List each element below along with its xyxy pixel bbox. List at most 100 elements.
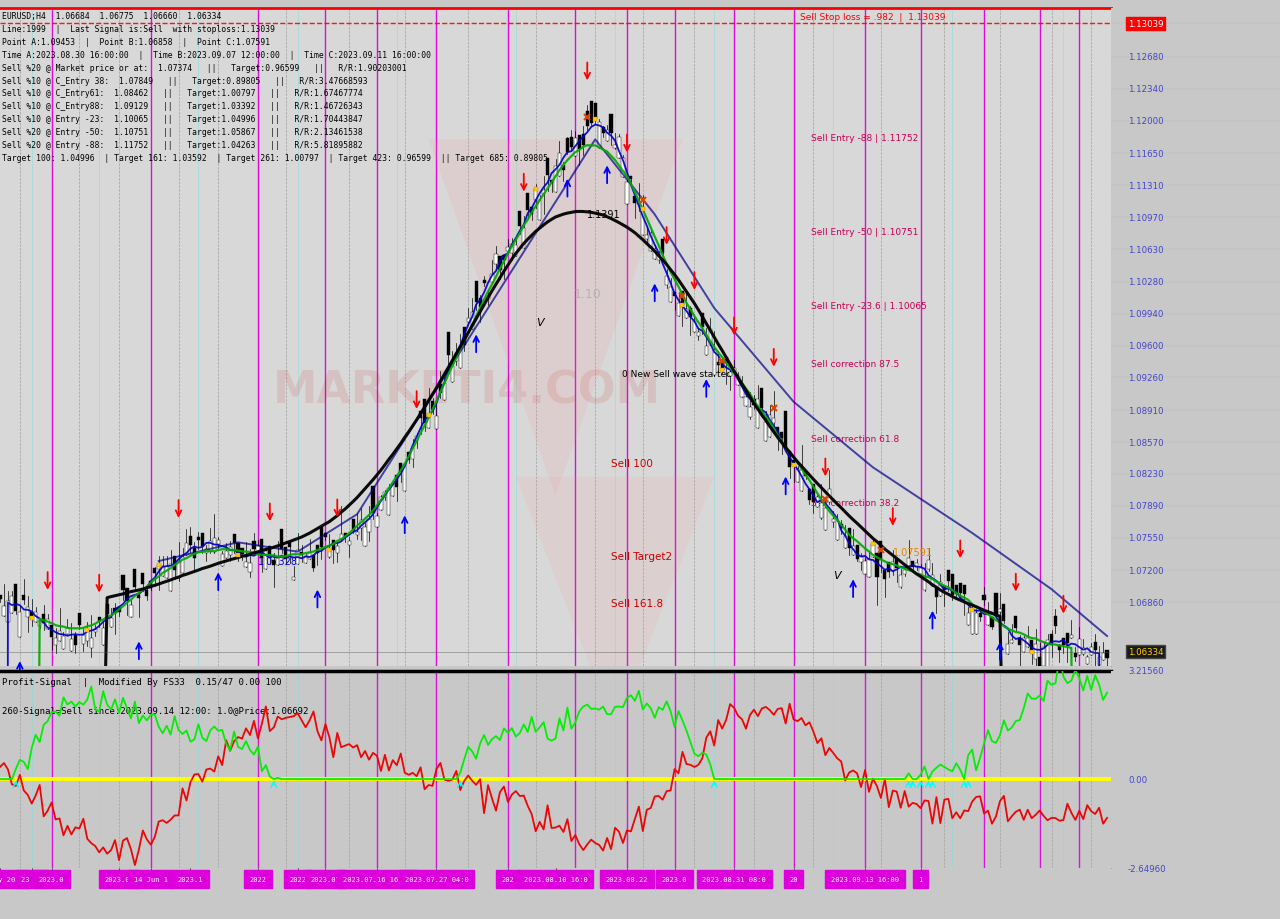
Bar xyxy=(403,465,406,492)
Bar xyxy=(700,313,704,328)
Bar xyxy=(296,550,300,564)
Bar xyxy=(609,115,613,134)
Bar xyxy=(379,497,383,510)
Bar xyxy=(145,590,148,596)
Text: 3.21560: 3.21560 xyxy=(1128,666,1164,675)
Bar xyxy=(851,547,855,555)
Text: 1.09600: 1.09600 xyxy=(1128,342,1164,351)
Bar xyxy=(205,550,207,553)
Bar xyxy=(1093,642,1097,651)
Text: Sell correction 87.5: Sell correction 87.5 xyxy=(812,359,900,369)
Bar xyxy=(101,628,105,645)
Bar xyxy=(645,236,649,240)
Bar xyxy=(93,630,97,632)
Bar xyxy=(847,529,851,549)
Bar xyxy=(590,101,593,124)
Bar xyxy=(800,471,803,492)
Bar xyxy=(439,385,442,393)
Bar xyxy=(931,575,934,586)
Bar xyxy=(637,202,640,205)
Bar xyxy=(360,520,362,529)
Bar xyxy=(796,470,799,482)
Bar xyxy=(1070,635,1073,639)
Bar xyxy=(78,613,81,625)
Bar xyxy=(713,351,716,376)
Text: 1.09260: 1.09260 xyxy=(1128,373,1164,382)
Bar xyxy=(1038,657,1041,666)
Bar xyxy=(756,400,759,428)
Bar xyxy=(352,520,355,531)
Bar xyxy=(938,583,942,596)
Bar xyxy=(653,249,657,260)
Bar xyxy=(324,533,326,538)
Bar xyxy=(82,635,84,644)
Bar xyxy=(388,488,390,516)
Text: Target 100: 1.04996  | Target 161: 1.03592  | Target 261: 1.00797  | Target 423:: Target 100: 1.04996 | Target 161: 1.0359… xyxy=(3,153,548,163)
Bar xyxy=(554,166,557,193)
Bar xyxy=(431,401,434,411)
Bar xyxy=(276,559,279,565)
Bar xyxy=(836,521,838,540)
Bar xyxy=(547,159,549,176)
Bar xyxy=(335,547,339,554)
Bar xyxy=(864,562,867,574)
Bar xyxy=(983,595,986,601)
Bar xyxy=(541,190,545,195)
Text: 1.07200: 1.07200 xyxy=(1128,566,1164,575)
Bar xyxy=(1030,641,1033,652)
Bar xyxy=(586,112,589,127)
Bar xyxy=(479,299,481,308)
Bar xyxy=(717,362,719,366)
Bar xyxy=(303,557,307,563)
Text: Point A:1.09453  |  Point B:1.06858  |  Point C:1.07591: Point A:1.09453 | Point B:1.06858 | Poin… xyxy=(3,38,270,47)
Bar xyxy=(819,504,823,518)
Text: 1.10280: 1.10280 xyxy=(1128,278,1164,287)
Text: Sell %10 @ C_Entry 38:  1.07849   ||   Target:0.89805   ||   R/R:3.47668593: Sell %10 @ C_Entry 38: 1.07849 || Target… xyxy=(3,76,367,85)
Polygon shape xyxy=(516,477,714,730)
Bar xyxy=(649,234,653,252)
Bar xyxy=(422,400,426,424)
Text: 1.10: 1.10 xyxy=(573,289,602,301)
Bar xyxy=(264,551,268,570)
Bar xyxy=(740,386,744,397)
Bar xyxy=(269,546,271,557)
Text: 1.07328: 1.07328 xyxy=(259,556,298,566)
Bar xyxy=(518,211,521,227)
Text: 1.12680: 1.12680 xyxy=(1128,53,1164,62)
Text: MARKETI4.COM: MARKETI4.COM xyxy=(273,369,660,412)
Bar xyxy=(475,282,477,302)
Bar xyxy=(396,475,398,488)
Bar xyxy=(260,539,264,558)
Bar xyxy=(883,570,887,579)
Bar xyxy=(598,122,600,148)
Bar xyxy=(1010,640,1014,643)
Bar xyxy=(1097,657,1101,665)
Bar xyxy=(498,256,502,271)
Bar xyxy=(46,619,49,629)
Text: Line:1999  |  Last Signal is:Sell  with stoploss:1.13039: Line:1999 | Last Signal is:Sell with sto… xyxy=(3,26,275,34)
Bar xyxy=(1018,638,1021,645)
Bar xyxy=(891,562,895,571)
Bar xyxy=(1006,644,1010,654)
Text: 1.13039: 1.13039 xyxy=(1114,20,1148,28)
Bar xyxy=(133,570,137,587)
Bar xyxy=(840,525,842,528)
Bar xyxy=(705,346,708,356)
Bar xyxy=(371,487,375,514)
Text: 1.10630: 1.10630 xyxy=(1128,245,1164,255)
Bar xyxy=(511,245,513,254)
Bar xyxy=(399,463,402,473)
Bar xyxy=(241,549,243,554)
Text: 1.09940: 1.09940 xyxy=(1128,310,1164,319)
Bar xyxy=(90,639,93,648)
Bar xyxy=(943,587,946,591)
Bar xyxy=(724,357,728,363)
Bar xyxy=(613,145,617,149)
Bar xyxy=(125,589,128,601)
Bar xyxy=(581,135,585,145)
Bar xyxy=(1062,639,1065,645)
Bar xyxy=(1053,617,1057,626)
Text: 1.08230: 1.08230 xyxy=(1128,470,1164,479)
Bar xyxy=(74,635,77,645)
Bar xyxy=(35,612,37,622)
